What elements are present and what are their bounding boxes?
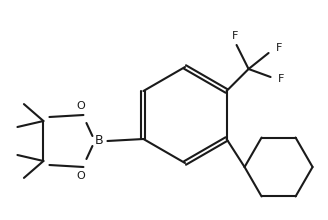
Text: F: F: [277, 74, 284, 84]
Text: B: B: [95, 134, 104, 147]
Text: NH: NH: [327, 164, 328, 174]
Text: F: F: [276, 43, 282, 53]
Text: O: O: [76, 101, 85, 111]
Text: O: O: [76, 171, 85, 181]
Text: F: F: [231, 31, 238, 41]
